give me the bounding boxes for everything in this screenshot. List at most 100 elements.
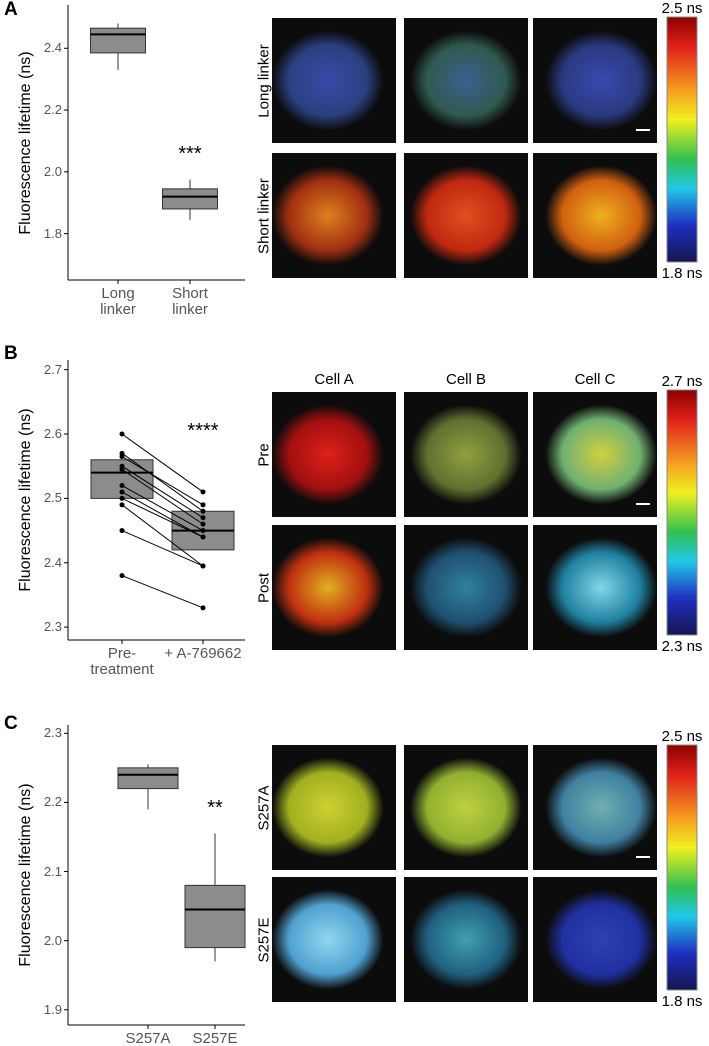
column-label: Cell B <box>445 371 487 388</box>
cell-image <box>404 525 528 650</box>
box <box>184 884 246 949</box>
point <box>200 534 206 540</box>
panel-label: C <box>4 713 18 734</box>
y-tick-label: 2.7 <box>43 361 62 377</box>
cell-image <box>404 18 528 143</box>
y-tick-label: 2.6 <box>43 426 62 442</box>
x-tick-label: S257E <box>192 1030 238 1046</box>
point <box>200 515 206 521</box>
point <box>119 466 125 472</box>
y-axis-label: Fluorescence lifetime (ns) <box>17 408 34 592</box>
point <box>119 483 125 489</box>
pair-line <box>121 469 204 525</box>
cell-image <box>272 392 396 517</box>
cell-image <box>533 18 657 143</box>
colorbar-label: 2.7 ns <box>661 373 703 390</box>
point <box>119 528 125 534</box>
box <box>90 27 146 54</box>
panel-label: B <box>4 343 18 364</box>
point <box>200 508 206 514</box>
significance: *** <box>178 142 202 165</box>
pair-line <box>121 456 204 506</box>
cell-image <box>272 18 396 143</box>
y-tick-label: 1.9 <box>43 1001 62 1017</box>
row-label: Long linker <box>255 43 273 118</box>
colorbar-label: 1.8 ns <box>661 993 703 1010</box>
box <box>162 188 218 210</box>
x-tick-label: + A-769662 <box>164 645 242 662</box>
row-label: S257A <box>255 784 273 831</box>
point <box>119 431 125 437</box>
cell-image <box>272 877 396 1002</box>
pair-line <box>121 504 204 567</box>
colorbar-label: 1.8 ns <box>661 265 703 282</box>
point <box>119 454 125 460</box>
point <box>119 489 125 495</box>
y-axis-label: Fluorescence lifetime (ns) <box>17 50 34 235</box>
panel-label: A <box>4 0 18 20</box>
cell-image <box>533 525 657 650</box>
column-label: Cell C <box>574 371 616 388</box>
y-tick-label: 2.5 <box>43 490 62 506</box>
x-tick-label: Long linker <box>100 285 136 318</box>
row-label: Post <box>255 572 273 603</box>
y-tick-label: 2.1 <box>43 863 62 879</box>
point <box>200 489 206 495</box>
x-tick-label: Short linker <box>172 285 208 318</box>
scale-bar <box>636 503 650 505</box>
point <box>119 573 125 579</box>
colorbar <box>666 16 698 263</box>
box <box>117 767 179 790</box>
pair-line <box>121 433 204 493</box>
point <box>119 502 125 508</box>
y-tick-label: 2.0 <box>43 163 62 179</box>
cell-image <box>272 745 396 870</box>
point <box>200 528 206 534</box>
pair-line <box>121 452 204 512</box>
scale-bar <box>636 129 650 131</box>
pair-line <box>121 491 204 538</box>
x-tick-label: S257A <box>125 1030 171 1046</box>
row-label: Short linker <box>255 177 273 254</box>
pair-line <box>121 497 204 538</box>
y-tick-label: 2.2 <box>43 102 62 118</box>
cell-image <box>404 153 528 278</box>
colorbar-label: 2.3 ns <box>661 638 703 655</box>
cell-image <box>272 525 396 650</box>
y-tick-label: 1.8 <box>43 225 62 241</box>
point <box>200 605 206 611</box>
cell-image <box>272 153 396 278</box>
cell-image <box>404 745 528 870</box>
point <box>200 563 206 569</box>
y-tick-label: 2.4 <box>43 40 62 56</box>
point <box>119 495 125 501</box>
colorbar-label: 2.5 ns <box>661 728 703 745</box>
pair-line <box>121 465 204 519</box>
row-label: S257E <box>255 916 273 963</box>
colorbar-label: 2.5 ns <box>661 0 703 17</box>
y-tick-label: 2.4 <box>43 554 62 570</box>
significance: ** <box>207 796 223 819</box>
y-axis-label: Fluorescence lifetime (ns) <box>17 783 34 967</box>
cell-image <box>533 153 657 278</box>
row-label: Pre <box>255 442 273 467</box>
y-tick-label: 2.2 <box>43 794 62 810</box>
cell-image <box>533 745 657 870</box>
column-label: Cell A <box>314 371 354 388</box>
pair-line <box>121 485 204 532</box>
cell-image <box>404 877 528 1002</box>
point <box>200 502 206 508</box>
cell-image <box>404 392 528 517</box>
x-tick-label: Pre-treatment <box>90 645 154 678</box>
colorbar <box>666 389 698 636</box>
cell-image <box>533 392 657 517</box>
point <box>200 521 206 527</box>
significance: **** <box>187 420 219 443</box>
pair-line <box>121 530 204 567</box>
y-tick-label: 2.3 <box>43 725 62 741</box>
y-tick-label: 2.3 <box>43 619 62 635</box>
colorbar <box>666 744 698 991</box>
y-tick-label: 2.0 <box>43 932 62 948</box>
cell-image <box>533 877 657 1002</box>
